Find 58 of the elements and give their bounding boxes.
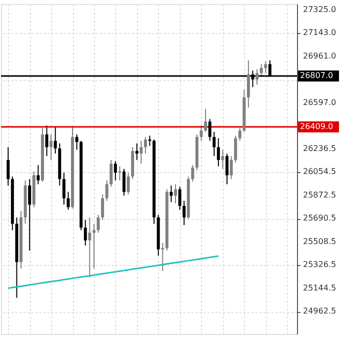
candlestick: [50, 134, 53, 160]
candlestick: [174, 184, 177, 204]
candlestick: [161, 242, 164, 272]
candlestick: [260, 64, 263, 78]
candlestick: [208, 118, 212, 142]
candlestick: [62, 172, 66, 206]
candlestick: [54, 126, 57, 154]
candlestick: [230, 156, 233, 180]
candlestick: [92, 223, 96, 269]
candlestick: [88, 216, 92, 278]
candlestick: [204, 108, 208, 132]
y-tick-label: 27325.0: [303, 4, 336, 14]
candlestick: [110, 159, 113, 188]
candlestick: [182, 200, 186, 226]
line-series: [7, 255, 220, 289]
y-tick-label: 24962.5: [303, 306, 336, 316]
candlestick: [105, 180, 108, 202]
candlestick: [84, 219, 87, 246]
y-tick-label: 25690.5: [303, 214, 336, 223]
y-tick-label: 26597.0: [303, 98, 336, 107]
y-tick-label: 25326.5: [303, 260, 336, 270]
candlestick: [135, 142, 138, 160]
y-tick-label: 26961.0: [303, 51, 336, 60]
y-tick-label: 25144.5: [303, 283, 336, 292]
candlestick: [144, 136, 147, 154]
y-tick-label: 27143.0: [303, 28, 336, 38]
candlestick: [45, 124, 48, 157]
candlestick: [246, 60, 250, 108]
y-tick-label: 26054.5: [303, 167, 336, 176]
candlestick: [178, 186, 182, 210]
candlestick: [75, 134, 78, 150]
ref-line-label: 26409.0: [300, 122, 334, 131]
candlestick: [212, 131, 216, 157]
candlestick: [6, 146, 10, 186]
candlestick: [170, 184, 173, 203]
candlestick: [238, 128, 242, 142]
candlestick: [66, 191, 70, 210]
y-tick-label: 25508.5: [303, 236, 336, 246]
candlestick: [264, 61, 268, 74]
y-tick-label: 25872.5: [303, 190, 336, 200]
candlestick: [225, 153, 228, 185]
candlestick: [28, 178, 32, 252]
candlestick: [122, 168, 126, 196]
candlestick: [148, 135, 152, 146]
candlestick: [126, 172, 130, 195]
candlestick: [101, 194, 104, 220]
ref-line-label: 26807.0: [300, 71, 334, 80]
candlestick: [36, 164, 40, 185]
candlestick: [200, 124, 203, 142]
candlestick: [96, 214, 100, 234]
candlestick: [256, 68, 259, 86]
candlestick: [114, 160, 117, 181]
candlestick: [216, 138, 220, 167]
candlestick: [221, 149, 224, 170]
candlestick: [234, 135, 238, 163]
candlestick: [191, 164, 194, 182]
candlestick: [140, 140, 143, 164]
y-tick-label: 26236.5: [303, 144, 336, 153]
